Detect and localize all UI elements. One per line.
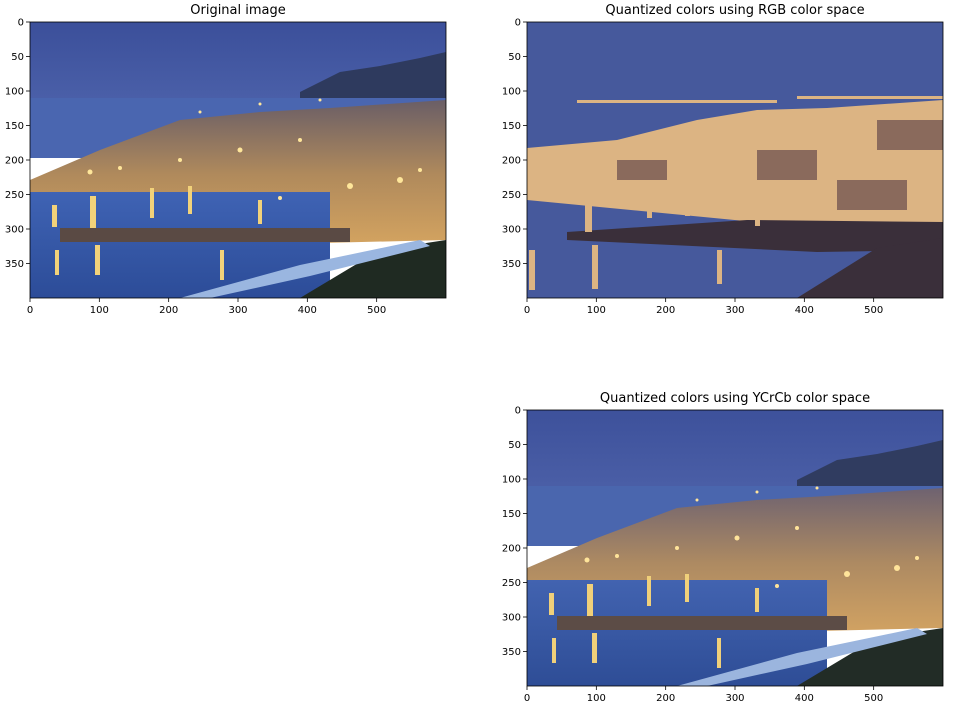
x-tick-label: 200 <box>656 305 675 316</box>
image-original <box>30 22 446 298</box>
y-tick-label: 0 <box>515 18 521 29</box>
light-reflections <box>529 186 760 290</box>
x-tick-label: 500 <box>864 693 883 704</box>
x-axis: 0 100 200 300 400 500 <box>524 686 883 704</box>
x-tick-label: 0 <box>524 305 530 316</box>
panel-title: Quantized colors using RGB color space <box>605 3 865 18</box>
y-tick-label: 200 <box>5 156 24 167</box>
x-tick-label: 300 <box>725 305 744 316</box>
harbor-water-region <box>30 192 330 298</box>
panel-rgb: Quantized colors using RGB color space 0… <box>497 0 954 330</box>
mountain-region <box>797 440 943 486</box>
y-tick-label: 300 <box>502 613 521 624</box>
dark-patches <box>617 120 943 210</box>
x-tick-label: 400 <box>795 693 814 704</box>
hill-foreground-region <box>797 238 943 298</box>
x-tick-label: 300 <box>228 305 247 316</box>
panel-title: Quantized colors using YCrCb color space <box>599 391 871 406</box>
y-tick-label: 350 <box>502 259 521 270</box>
y-tick-label: 250 <box>502 190 521 201</box>
x-tick-label: 500 <box>864 305 883 316</box>
x-tick-label: 0 <box>524 693 530 704</box>
y-tick-label: 0 <box>515 406 521 417</box>
light-reflections <box>52 186 262 280</box>
y-tick-label: 350 <box>502 647 521 658</box>
y-tick-label: 300 <box>502 225 521 236</box>
hill-foreground-region <box>300 240 446 298</box>
harbor-water-region <box>527 580 827 686</box>
panel-ycrcb: Quantized colors using YCrCb color space <box>497 388 954 715</box>
city-lights <box>87 98 422 200</box>
y-tick-label: 150 <box>502 509 521 520</box>
y-tick-label: 200 <box>502 156 521 167</box>
y-tick-label: 0 <box>18 18 24 29</box>
y-tick-label: 150 <box>502 121 521 132</box>
x-tick-label: 0 <box>27 305 33 316</box>
x-tick-label: 100 <box>90 305 109 316</box>
y-tick-label: 200 <box>502 544 521 555</box>
panel-original: Original image <box>0 0 460 330</box>
pier-region <box>567 220 943 252</box>
image-rgb-quantized <box>527 22 943 298</box>
panel-title: Original image <box>190 3 286 18</box>
city-lights <box>584 486 919 588</box>
x-tick-label: 400 <box>298 305 317 316</box>
y-axis: 0 50 100 150 200 250 300 350 <box>502 406 527 658</box>
x-axis: 0 100 200 300 400 500 <box>524 298 883 316</box>
mountain-region <box>300 52 446 98</box>
y-tick-label: 250 <box>502 578 521 589</box>
light-reflections <box>549 574 759 668</box>
beach-region <box>180 240 430 298</box>
y-tick-label: 100 <box>5 87 24 98</box>
plot-ycrcb: 0 100 200 300 400 500 0 50 100 150 200 250 300 350 <box>502 406 944 704</box>
beach-region <box>677 628 927 686</box>
y-tick-label: 100 <box>502 475 521 486</box>
x-tick-label: 200 <box>159 305 178 316</box>
x-tick-label: 100 <box>587 693 606 704</box>
plot-rgb: 0 100 200 300 400 500 0 50 100 150 200 250 300 350 <box>502 18 944 316</box>
y-tick-label: 350 <box>5 259 24 270</box>
pier-region <box>557 616 847 630</box>
y-axis: 0 50 100 150 200 250 300 350 <box>5 18 30 270</box>
waterfront-lights <box>577 96 943 103</box>
x-tick-label: 200 <box>656 693 675 704</box>
x-tick-label: 500 <box>367 305 386 316</box>
pier-region <box>60 228 350 242</box>
y-tick-label: 50 <box>11 52 24 63</box>
y-tick-label: 250 <box>5 190 24 201</box>
y-tick-label: 100 <box>502 87 521 98</box>
y-tick-label: 50 <box>508 440 521 451</box>
y-axis: 0 50 100 150 200 250 300 350 <box>502 18 527 270</box>
image-ycrcb-quantized <box>527 410 943 686</box>
y-tick-label: 300 <box>5 225 24 236</box>
y-tick-label: 50 <box>508 52 521 63</box>
x-tick-label: 400 <box>795 305 814 316</box>
plot-original: 0 100 200 300 400 500 0 50 100 150 200 250 300 350 <box>5 18 447 316</box>
x-tick-label: 100 <box>587 305 606 316</box>
hill-foreground-region <box>797 628 943 686</box>
x-tick-label: 300 <box>725 693 744 704</box>
y-tick-label: 150 <box>5 121 24 132</box>
x-axis: 0 100 200 300 400 500 <box>27 298 386 316</box>
